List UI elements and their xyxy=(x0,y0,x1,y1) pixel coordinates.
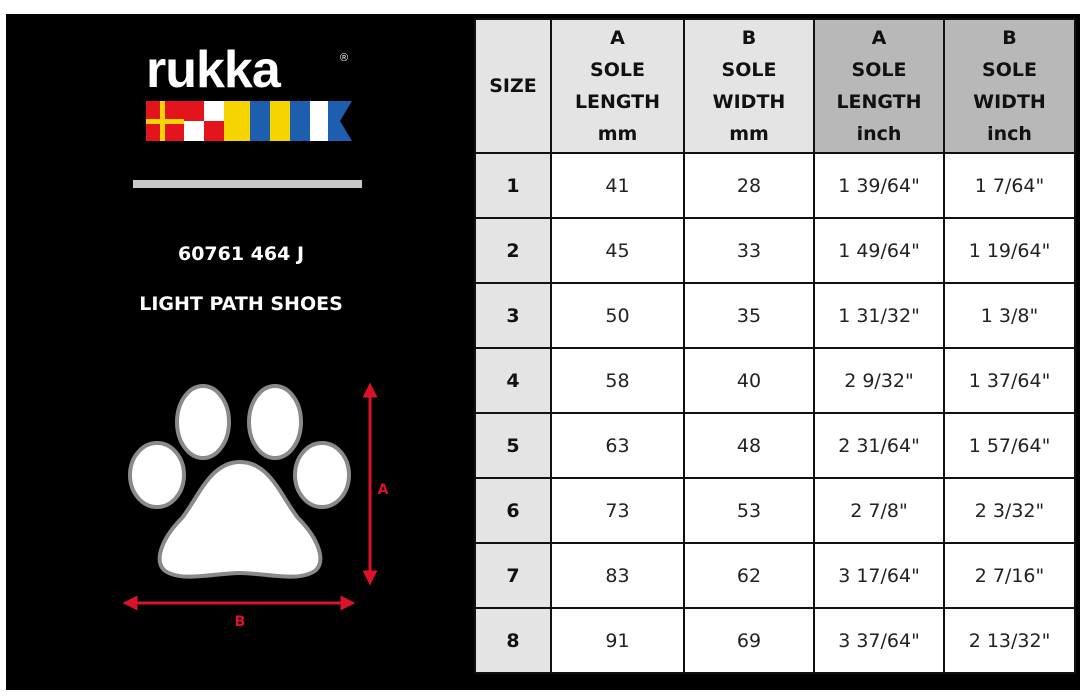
value-cell: 62 xyxy=(683,542,815,609)
value-cell: 1 57/64" xyxy=(943,412,1076,479)
value-cell: 69 xyxy=(683,607,815,674)
value-cell: 2 7/8" xyxy=(813,477,945,544)
paw-icon xyxy=(128,384,351,579)
header-line: inch xyxy=(856,123,902,145)
value-cell: 1 19/64" xyxy=(943,217,1076,284)
column-header: SIZE xyxy=(474,18,552,154)
product-name: LIGHT PATH SHOES xyxy=(139,293,343,315)
value-cell: 83 xyxy=(550,542,685,609)
value-cell: 1 39/64" xyxy=(813,152,945,219)
paw-diagram: A B xyxy=(122,382,389,630)
value-cell: 28 xyxy=(683,152,815,219)
value-cell: 41 xyxy=(550,152,685,219)
signal-flags-icon xyxy=(146,101,352,141)
table-row: 8 91 69 3 37/64" 2 13/32" xyxy=(474,607,1076,674)
logo-wordmark: rukka xyxy=(146,41,281,99)
size-cell: 1 xyxy=(474,152,552,219)
header-line: LENGTH xyxy=(836,91,922,113)
column-header: A SOLE LENGTH mm xyxy=(550,18,685,154)
header-line: SIZE xyxy=(489,75,537,97)
label-a: A xyxy=(378,482,389,498)
header-line: B xyxy=(1002,27,1017,49)
value-cell: 2 13/32" xyxy=(943,607,1076,674)
value-cell: 73 xyxy=(550,477,685,544)
header-line: A xyxy=(610,27,625,49)
size-cell: 7 xyxy=(474,542,552,609)
header-line: SOLE xyxy=(721,59,777,81)
value-cell: 2 3/32" xyxy=(943,477,1076,544)
table-row: 6 73 53 2 7/8" 2 3/32" xyxy=(474,477,1076,544)
registered-mark: ® xyxy=(340,52,349,64)
value-cell: 63 xyxy=(550,412,685,479)
header-line: SOLE xyxy=(982,59,1037,81)
size-cell: 6 xyxy=(474,477,552,544)
table-row: 3 50 35 1 31/32" 1 3/8" xyxy=(474,282,1076,349)
column-header: B SOLE WIDTH mm xyxy=(683,18,815,154)
table-row: 4 58 40 2 9/32" 1 37/64" xyxy=(474,347,1076,414)
table-row: 1 41 28 1 39/64" 1 7/64" xyxy=(474,152,1076,219)
value-cell: 53 xyxy=(683,477,815,544)
header-line: mm xyxy=(597,123,638,145)
value-cell: 45 xyxy=(550,217,685,284)
header-line: A xyxy=(871,27,887,49)
header-line: inch xyxy=(987,123,1032,145)
table-row: 5 63 48 2 31/64" 1 57/64" xyxy=(474,412,1076,479)
value-cell: 35 xyxy=(683,282,815,349)
column-header: A SOLE LENGTH inch xyxy=(813,18,945,154)
header-line: SOLE xyxy=(590,59,645,81)
size-cell: 3 xyxy=(474,282,552,349)
value-cell: 1 3/8" xyxy=(943,282,1076,349)
value-cell: 3 17/64" xyxy=(813,542,945,609)
value-cell: 40 xyxy=(683,347,815,414)
value-cell: 50 xyxy=(550,282,685,349)
divider xyxy=(133,180,362,188)
value-cell: 2 9/32" xyxy=(813,347,945,414)
size-cell: 4 xyxy=(474,347,552,414)
header-row: SIZE A SOLE LENGTH mm B SOLE WIDTH mm A SOLE LENGTH… xyxy=(474,18,1076,154)
table-row: 7 83 62 3 17/64" 2 7/16" xyxy=(474,542,1076,609)
value-cell: 33 xyxy=(683,217,815,284)
label-b: B xyxy=(235,614,246,630)
size-cell: 5 xyxy=(474,412,552,479)
value-cell: 48 xyxy=(683,412,815,479)
value-cell: 1 31/32" xyxy=(813,282,945,349)
value-cell: 1 49/64" xyxy=(813,217,945,284)
size-table: SIZE A SOLE LENGTH mm B SOLE WIDTH mm A SOLE LENGTH… xyxy=(474,18,1076,674)
header-line: LENGTH xyxy=(574,91,661,113)
size-cell: 2 xyxy=(474,217,552,284)
value-cell: 2 7/16" xyxy=(943,542,1076,609)
header-line: mm xyxy=(729,123,769,145)
header-line: B xyxy=(741,27,757,49)
value-cell: 1 7/64" xyxy=(943,152,1076,219)
value-cell: 3 37/64" xyxy=(813,607,945,674)
header-line: WIDTH xyxy=(712,91,786,113)
size-cell: 8 xyxy=(474,607,552,674)
header-line: SOLE xyxy=(851,59,907,81)
value-cell: 58 xyxy=(550,347,685,414)
header-line: WIDTH xyxy=(973,91,1046,113)
value-cell: 2 31/64" xyxy=(813,412,945,479)
column-header: B SOLE WIDTH inch xyxy=(943,18,1076,154)
product-code: 60761 464 J xyxy=(177,243,305,265)
value-cell: 91 xyxy=(550,607,685,674)
value-cell: 1 37/64" xyxy=(943,347,1076,414)
table-row: 2 45 33 1 49/64" 1 19/64" xyxy=(474,217,1076,284)
